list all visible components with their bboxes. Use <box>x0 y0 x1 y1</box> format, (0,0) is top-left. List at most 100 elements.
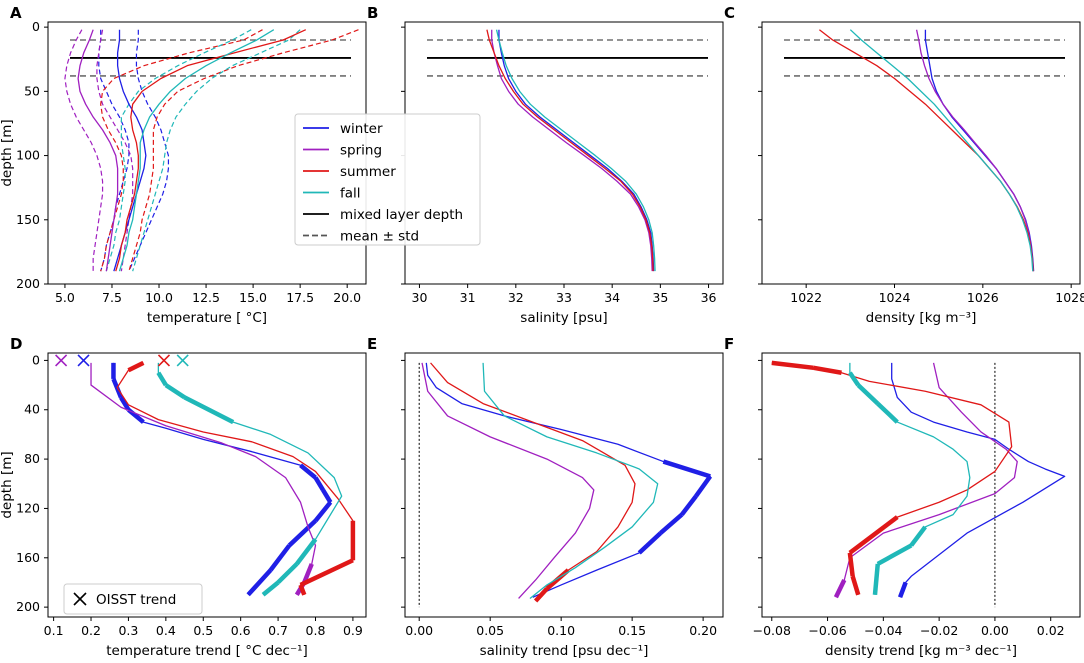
y-tick-label: 80 <box>24 451 40 466</box>
significant-segment-summer <box>533 587 549 603</box>
series-line-summer <box>486 29 654 272</box>
significant-segment-spring <box>302 563 314 584</box>
significant-segment-winter <box>313 500 333 523</box>
x-axis-label: temperature trend [ °C dec⁻¹] <box>106 643 308 659</box>
axes-frame <box>404 352 724 618</box>
x-tick-label: 0.8 <box>306 623 326 638</box>
series-line-winter <box>891 362 1066 598</box>
series-line-summer <box>819 29 1034 272</box>
significant-segment-winter <box>694 475 713 498</box>
significant-segment-winter <box>299 463 317 480</box>
significant-segment-fall <box>164 383 186 400</box>
series-line-fall <box>849 29 1034 272</box>
significant-segment-winter <box>662 459 711 479</box>
significant-segment-winter <box>680 494 698 516</box>
x-tick-label: 17.5 <box>286 290 314 305</box>
oisst-marker-winter-b <box>77 354 90 367</box>
series-line-winter <box>924 29 1035 272</box>
legend-seasons: winter spring summer fall mixed layer depth m… <box>294 113 481 246</box>
x-tick-label: 0.4 <box>156 623 176 638</box>
significant-segment-summer <box>771 360 814 371</box>
legend-entry-label: summer <box>340 164 396 180</box>
x-tick-label: 32 <box>508 290 524 305</box>
panel-label-c: C <box>724 4 735 22</box>
significant-segment-summer <box>847 552 855 577</box>
oisst-x-marker-icon-b <box>73 592 87 606</box>
significant-segment-summer <box>127 360 145 373</box>
legend-oisst-box <box>63 583 203 615</box>
series-line-summer <box>115 29 307 272</box>
significant-segment-spring <box>833 579 847 599</box>
y-tick-label: 120 <box>16 500 40 515</box>
y-tick-label: 50 <box>24 83 40 98</box>
std-upper-fall <box>132 29 301 272</box>
x-tick-label: 36 <box>701 290 717 305</box>
significant-segment-winter <box>287 519 318 548</box>
x-tick-label: 0.2 <box>81 623 101 638</box>
axes-frame <box>761 21 1081 285</box>
x-tick-label: 0.6 <box>231 623 251 638</box>
series-line-winter <box>425 362 711 598</box>
y-tick-label: 150 <box>16 212 40 227</box>
x-tick-label: 0.02 <box>1037 623 1065 638</box>
x-axis-label: salinity trend [psu dec⁻¹] <box>480 643 649 659</box>
significant-segment-fall <box>909 525 927 547</box>
significant-segment-fall <box>294 537 318 566</box>
std-lower-spring <box>64 29 104 272</box>
panel-a: A 5.0 7.5 10.0 12.5 15.0 17.5 20.0 0 50 100 150 200 t… <box>0 4 367 326</box>
x-tick-label: 0.05 <box>476 623 504 638</box>
legend-oisst: OISST trend <box>63 583 203 615</box>
x-tick-label: 1024 <box>879 290 911 305</box>
significant-segment-winter <box>268 544 292 572</box>
y-axis-label: depth [m] <box>0 451 15 518</box>
plot-area-c <box>784 29 1065 272</box>
series-line-spring <box>835 362 1018 598</box>
y-axis-label: depth [m] <box>0 119 15 186</box>
significant-segment-winter <box>637 531 663 555</box>
axes-frame <box>761 352 1081 618</box>
significant-segment-fall <box>876 543 913 566</box>
std-upper-winter <box>128 29 170 272</box>
plot-area-f <box>771 360 1066 608</box>
significant-segment-winter <box>119 396 131 411</box>
x-tick-label: 15.0 <box>239 290 267 305</box>
panels-group: A 5.0 7.5 10.0 12.5 15.0 17.5 20.0 0 50 100 150 200 t… <box>0 4 1084 659</box>
significant-segment-winter <box>246 568 273 597</box>
legend-oisst-label: OISST trend <box>96 592 176 608</box>
x-tick-label: 0.00 <box>405 623 433 638</box>
y-tick-label: 200 <box>16 276 40 291</box>
significant-segment-fall <box>876 401 899 424</box>
y-tick-label: 0 <box>32 19 40 34</box>
x-tick-label: 0.7 <box>268 623 288 638</box>
x-tick-label: 1022 <box>790 290 822 305</box>
x-tick-label: 12.5 <box>192 290 220 305</box>
y-tick-label: 200 <box>16 599 40 614</box>
panel-f: F −0.08 −0.06 −0.04 −0.02 0.00 0.02 density tre… <box>724 335 1081 659</box>
panel-d: D 0.1 0.2 0.3 0.4 0.5 0.6 0.7 0.8 0.9 0 40 80 120 160 2… <box>0 335 367 659</box>
x-tick-label: 20.0 <box>333 290 361 305</box>
significant-segment-winter <box>659 512 684 535</box>
x-tick-label: 10.0 <box>145 290 173 305</box>
series-line-spring <box>90 362 317 596</box>
panel-label-f: F <box>724 335 734 353</box>
x-tick-label: 0.1 <box>44 623 64 638</box>
x-tick-label: 31 <box>460 290 476 305</box>
legend-entry-label: mixed layer depth <box>340 207 463 223</box>
x-tick-label: 33 <box>556 290 572 305</box>
x-tick-label: 0.3 <box>118 623 138 638</box>
significant-segment-fall <box>872 563 881 595</box>
oisst-marker-fall-b <box>176 354 189 367</box>
std-lower-fall <box>105 29 252 272</box>
x-tick-label: 0.9 <box>343 623 363 638</box>
oisst-marker-summer-b <box>157 354 171 367</box>
y-tick-label: 40 <box>24 402 40 417</box>
y-tick-label: 160 <box>16 550 40 565</box>
x-tick-label: 30 <box>412 290 428 305</box>
x-tick-label: 34 <box>604 290 620 305</box>
series-line-spring <box>491 29 653 272</box>
legend-entry-label: winter <box>340 121 383 137</box>
std-lower-winter <box>98 29 130 272</box>
significant-segment-summer <box>848 515 899 555</box>
significant-segment-summer <box>298 584 307 596</box>
